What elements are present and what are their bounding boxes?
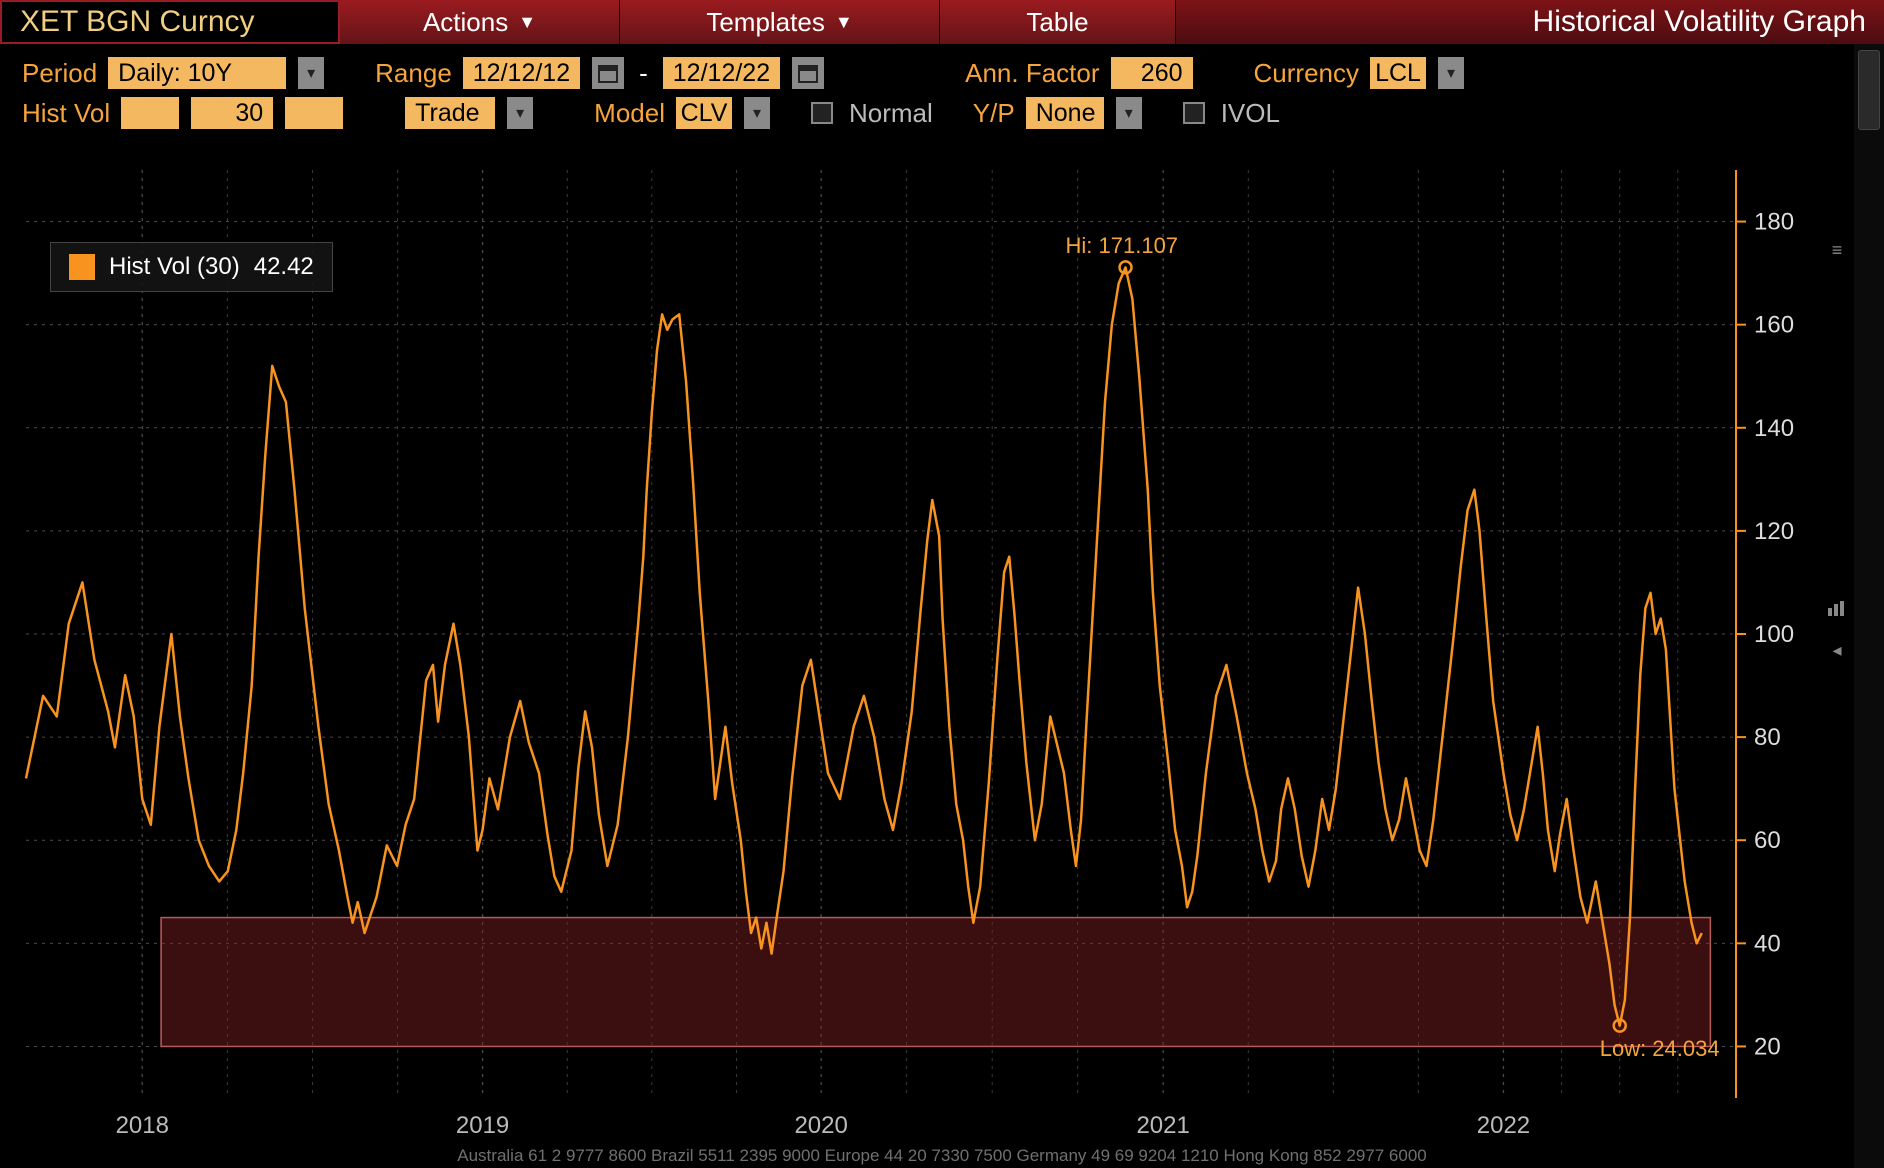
yp-dropdown[interactable]: ▾ xyxy=(1115,96,1143,130)
range-label: Range xyxy=(375,58,452,89)
yp-value[interactable]: None xyxy=(1025,96,1105,130)
ivol-label: IVOL xyxy=(1221,98,1280,129)
trade-dropdown[interactable]: ▾ xyxy=(506,96,534,130)
currency-value[interactable]: LCL xyxy=(1369,56,1427,90)
calendar-icon[interactable] xyxy=(791,56,825,90)
tab-templates-label: Templates xyxy=(706,7,825,38)
trade-value[interactable]: Trade xyxy=(404,96,496,130)
ivol-checkbox[interactable] xyxy=(1183,102,1205,124)
footer-text: Australia 61 2 9777 8600 Brazil 5511 239… xyxy=(0,1146,1884,1168)
range-separator: - xyxy=(639,58,648,89)
svg-text:40: 40 xyxy=(1754,930,1781,957)
hi-annotation: Hi: 171.107 xyxy=(1066,233,1179,259)
tab-table-label: Table xyxy=(1026,7,1088,38)
svg-text:160: 160 xyxy=(1754,312,1794,339)
svg-text:60: 60 xyxy=(1754,827,1781,854)
period-label: Period xyxy=(22,58,97,89)
calendar-icon[interactable] xyxy=(591,56,625,90)
histvol-blank1[interactable] xyxy=(120,96,180,130)
yp-label: Y/P xyxy=(973,98,1015,129)
model-dropdown[interactable]: ▾ xyxy=(743,96,771,130)
tab-table[interactable]: Table xyxy=(940,0,1176,44)
svg-text:140: 140 xyxy=(1754,415,1794,442)
svg-text:20: 20 xyxy=(1754,1033,1781,1060)
period-dropdown[interactable]: ▾ xyxy=(297,56,325,90)
volatility-chart[interactable]: 20 40 60 80 100 120 140 160 180 Hist Vol (30) 42… xyxy=(16,160,1816,1108)
caret-left-icon[interactable]: ◂ xyxy=(1824,640,1850,661)
barchart-icon[interactable] xyxy=(1824,600,1850,616)
normal-checkbox[interactable] xyxy=(811,102,833,124)
range-to[interactable]: 12/12/22 xyxy=(662,56,781,90)
annfactor-value[interactable]: 260 xyxy=(1110,56,1194,90)
svg-text:180: 180 xyxy=(1754,209,1794,236)
x-axis-label: 2018 xyxy=(116,1112,169,1140)
vertical-scrollbar[interactable] xyxy=(1854,44,1884,1168)
currency-label: Currency xyxy=(1254,58,1359,89)
period-value[interactable]: Daily: 10Y xyxy=(107,56,287,90)
chart-legend: Hist Vol (30) 42.42 xyxy=(50,242,333,292)
x-axis-label: 2019 xyxy=(456,1112,509,1140)
svg-text:80: 80 xyxy=(1754,724,1781,751)
currency-dropdown[interactable]: ▾ xyxy=(1437,56,1465,90)
histvol-blank2[interactable] xyxy=(284,96,344,130)
x-axis-label: 2022 xyxy=(1477,1112,1530,1140)
tab-templates[interactable]: Templates ▼ xyxy=(620,0,940,44)
model-value[interactable]: CLV xyxy=(675,96,733,130)
svg-text:120: 120 xyxy=(1754,518,1794,545)
chevron-down-icon: ▼ xyxy=(518,12,536,33)
legend-series-label: Hist Vol (30) xyxy=(109,253,240,281)
range-from[interactable]: 12/12/12 xyxy=(462,56,581,90)
lo-annotation: Low: 24.034 xyxy=(1600,1036,1720,1062)
annfactor-label: Ann. Factor xyxy=(965,58,1099,89)
histvol-label: Hist Vol xyxy=(22,98,110,129)
legend-series-value: 42.42 xyxy=(254,253,314,281)
legend-swatch xyxy=(69,254,95,280)
model-label: Model xyxy=(594,98,665,129)
tab-actions-label: Actions xyxy=(423,7,508,38)
normal-label: Normal xyxy=(849,98,933,129)
tab-actions[interactable]: Actions ▼ xyxy=(340,0,620,44)
x-axis-label: 2020 xyxy=(794,1112,847,1140)
chevron-down-icon: ▼ xyxy=(835,12,853,33)
histvol-value[interactable]: 30 xyxy=(190,96,274,130)
page-title: Historical Volatility Graph xyxy=(1176,0,1884,44)
ticker-input[interactable]: XET BGN Curncy xyxy=(0,0,340,44)
svg-text:100: 100 xyxy=(1754,621,1794,648)
x-axis-label: 2021 xyxy=(1136,1112,1189,1140)
sidebar-tool-icon[interactable]: ≡ xyxy=(1824,240,1850,261)
